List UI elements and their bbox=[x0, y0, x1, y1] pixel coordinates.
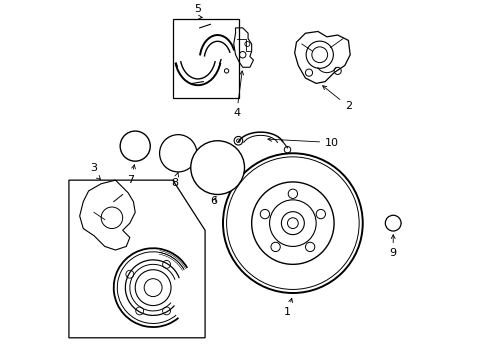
Circle shape bbox=[190, 141, 244, 194]
Text: 10: 10 bbox=[267, 138, 338, 148]
Bar bbox=[172, 19, 239, 98]
Circle shape bbox=[132, 143, 138, 149]
Text: 9: 9 bbox=[389, 235, 396, 258]
Circle shape bbox=[385, 215, 400, 231]
Text: 3: 3 bbox=[90, 163, 97, 173]
Text: 6: 6 bbox=[210, 196, 217, 206]
Circle shape bbox=[223, 153, 362, 293]
Circle shape bbox=[120, 131, 150, 161]
Text: 7: 7 bbox=[127, 165, 135, 185]
Circle shape bbox=[159, 135, 197, 172]
Text: 1: 1 bbox=[284, 298, 292, 318]
Text: 2: 2 bbox=[322, 86, 351, 111]
Text: 4: 4 bbox=[233, 71, 243, 118]
Text: 5: 5 bbox=[194, 4, 201, 14]
Text: 8: 8 bbox=[171, 173, 178, 188]
